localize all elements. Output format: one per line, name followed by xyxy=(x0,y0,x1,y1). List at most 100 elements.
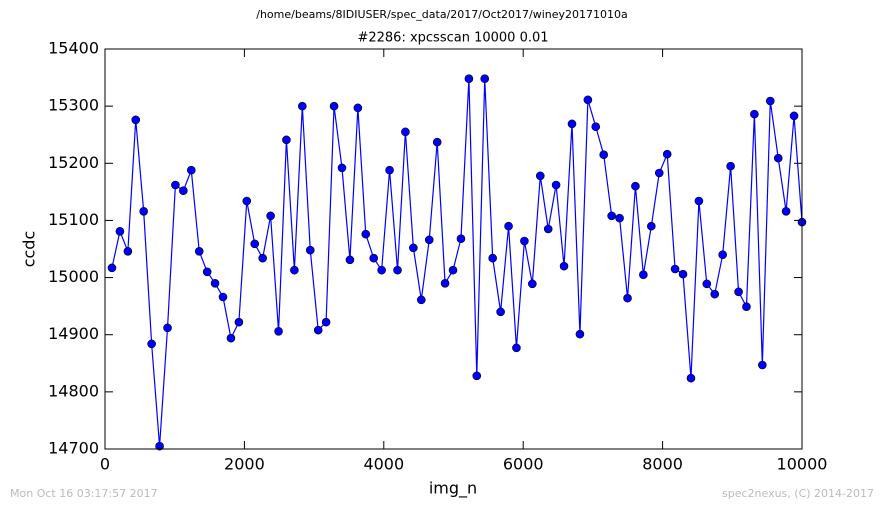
data-point xyxy=(599,150,609,160)
x-tick-label: 0 xyxy=(100,455,110,474)
data-point xyxy=(298,101,307,111)
data-point xyxy=(734,287,743,297)
data-point xyxy=(179,186,188,196)
data-point xyxy=(504,221,513,231)
data-point xyxy=(615,213,624,223)
data-point xyxy=(567,119,577,129)
data-point xyxy=(583,95,593,105)
data-point xyxy=(639,270,648,280)
data-point xyxy=(155,441,164,451)
data-point xyxy=(171,180,180,190)
data-point xyxy=(107,263,117,273)
data-point xyxy=(115,226,125,236)
data-point xyxy=(345,255,355,265)
footer-left: Mon Oct 16 03:17:57 2017 xyxy=(10,487,158,500)
data-point xyxy=(591,122,601,132)
data-point xyxy=(369,253,378,263)
x-tick-label: 4000 xyxy=(363,455,404,474)
data-point xyxy=(361,229,371,239)
data-point xyxy=(623,293,632,303)
y-tick-label: 15000 xyxy=(48,267,99,286)
data-point xyxy=(163,323,172,333)
data-point xyxy=(234,317,244,327)
data-point xyxy=(543,224,553,234)
data-point xyxy=(123,246,133,256)
data-point xyxy=(432,137,442,147)
data-point xyxy=(631,181,640,191)
data-point xyxy=(551,180,561,190)
data-point xyxy=(726,161,735,171)
data-point xyxy=(750,109,759,119)
data-point xyxy=(290,265,299,275)
data-point xyxy=(520,236,529,246)
data-point xyxy=(282,135,291,145)
data-point xyxy=(424,235,434,245)
data-point xyxy=(758,360,767,370)
data-point xyxy=(266,211,275,221)
data-point xyxy=(654,168,664,178)
x-tick-label: 2000 xyxy=(224,455,265,474)
data-point xyxy=(456,234,466,244)
data-point xyxy=(321,317,331,327)
data-point xyxy=(194,246,204,256)
data-point xyxy=(718,250,727,260)
data-point xyxy=(702,279,712,289)
y-tick-label: 15300 xyxy=(48,96,99,115)
data-point xyxy=(765,96,775,106)
y-axis-label: ccdc xyxy=(20,231,39,268)
x-tick-label: 10000 xyxy=(777,455,828,474)
data-point xyxy=(694,196,704,206)
data-point xyxy=(274,326,283,336)
data-point xyxy=(472,371,482,381)
y-tick-label: 14700 xyxy=(48,439,99,458)
data-point xyxy=(710,289,720,299)
data-point xyxy=(329,101,339,111)
plot-frame xyxy=(104,48,803,450)
data-point xyxy=(385,165,394,175)
data-point xyxy=(686,373,696,383)
data-point xyxy=(496,307,505,317)
y-tick-label: 14800 xyxy=(48,381,99,400)
data-point xyxy=(528,279,537,289)
data-point xyxy=(488,253,497,263)
data-point xyxy=(401,127,410,137)
x-axis-label: img_n xyxy=(429,479,477,499)
footer-right: spec2nexus, (C) 2014-2017 xyxy=(722,487,874,500)
chart-suptitle: /home/beams/8IDIUSER/spec_data/2017/Oct2… xyxy=(256,8,628,21)
data-point xyxy=(440,278,450,288)
data-point xyxy=(512,343,521,353)
data-point xyxy=(258,253,267,263)
data-point xyxy=(742,302,751,312)
data-point xyxy=(305,245,315,255)
data-point xyxy=(218,292,228,302)
data-point xyxy=(559,261,569,271)
data-point xyxy=(448,265,458,275)
data-point xyxy=(139,206,148,216)
data-point xyxy=(607,211,616,221)
data-point xyxy=(377,265,386,275)
data-point xyxy=(575,329,585,339)
y-tick-label: 15400 xyxy=(48,39,99,58)
data-point xyxy=(131,115,141,125)
data-point xyxy=(337,163,347,173)
data-point xyxy=(670,264,680,274)
data-point xyxy=(250,239,260,249)
data-point xyxy=(781,206,791,216)
data-point xyxy=(480,74,490,84)
y-tick-label: 14900 xyxy=(48,324,99,343)
data-point xyxy=(662,149,672,159)
data-point xyxy=(464,74,474,84)
data-point xyxy=(186,165,196,175)
x-tick-label: 8000 xyxy=(642,455,683,474)
data-point xyxy=(409,243,418,253)
data-point xyxy=(202,267,212,277)
data-point xyxy=(226,333,236,343)
data-point xyxy=(210,278,220,288)
data-point xyxy=(353,103,363,113)
data-point xyxy=(773,153,783,163)
data-point xyxy=(789,111,799,121)
data-point xyxy=(647,221,656,231)
y-tick-label: 15200 xyxy=(48,153,99,172)
